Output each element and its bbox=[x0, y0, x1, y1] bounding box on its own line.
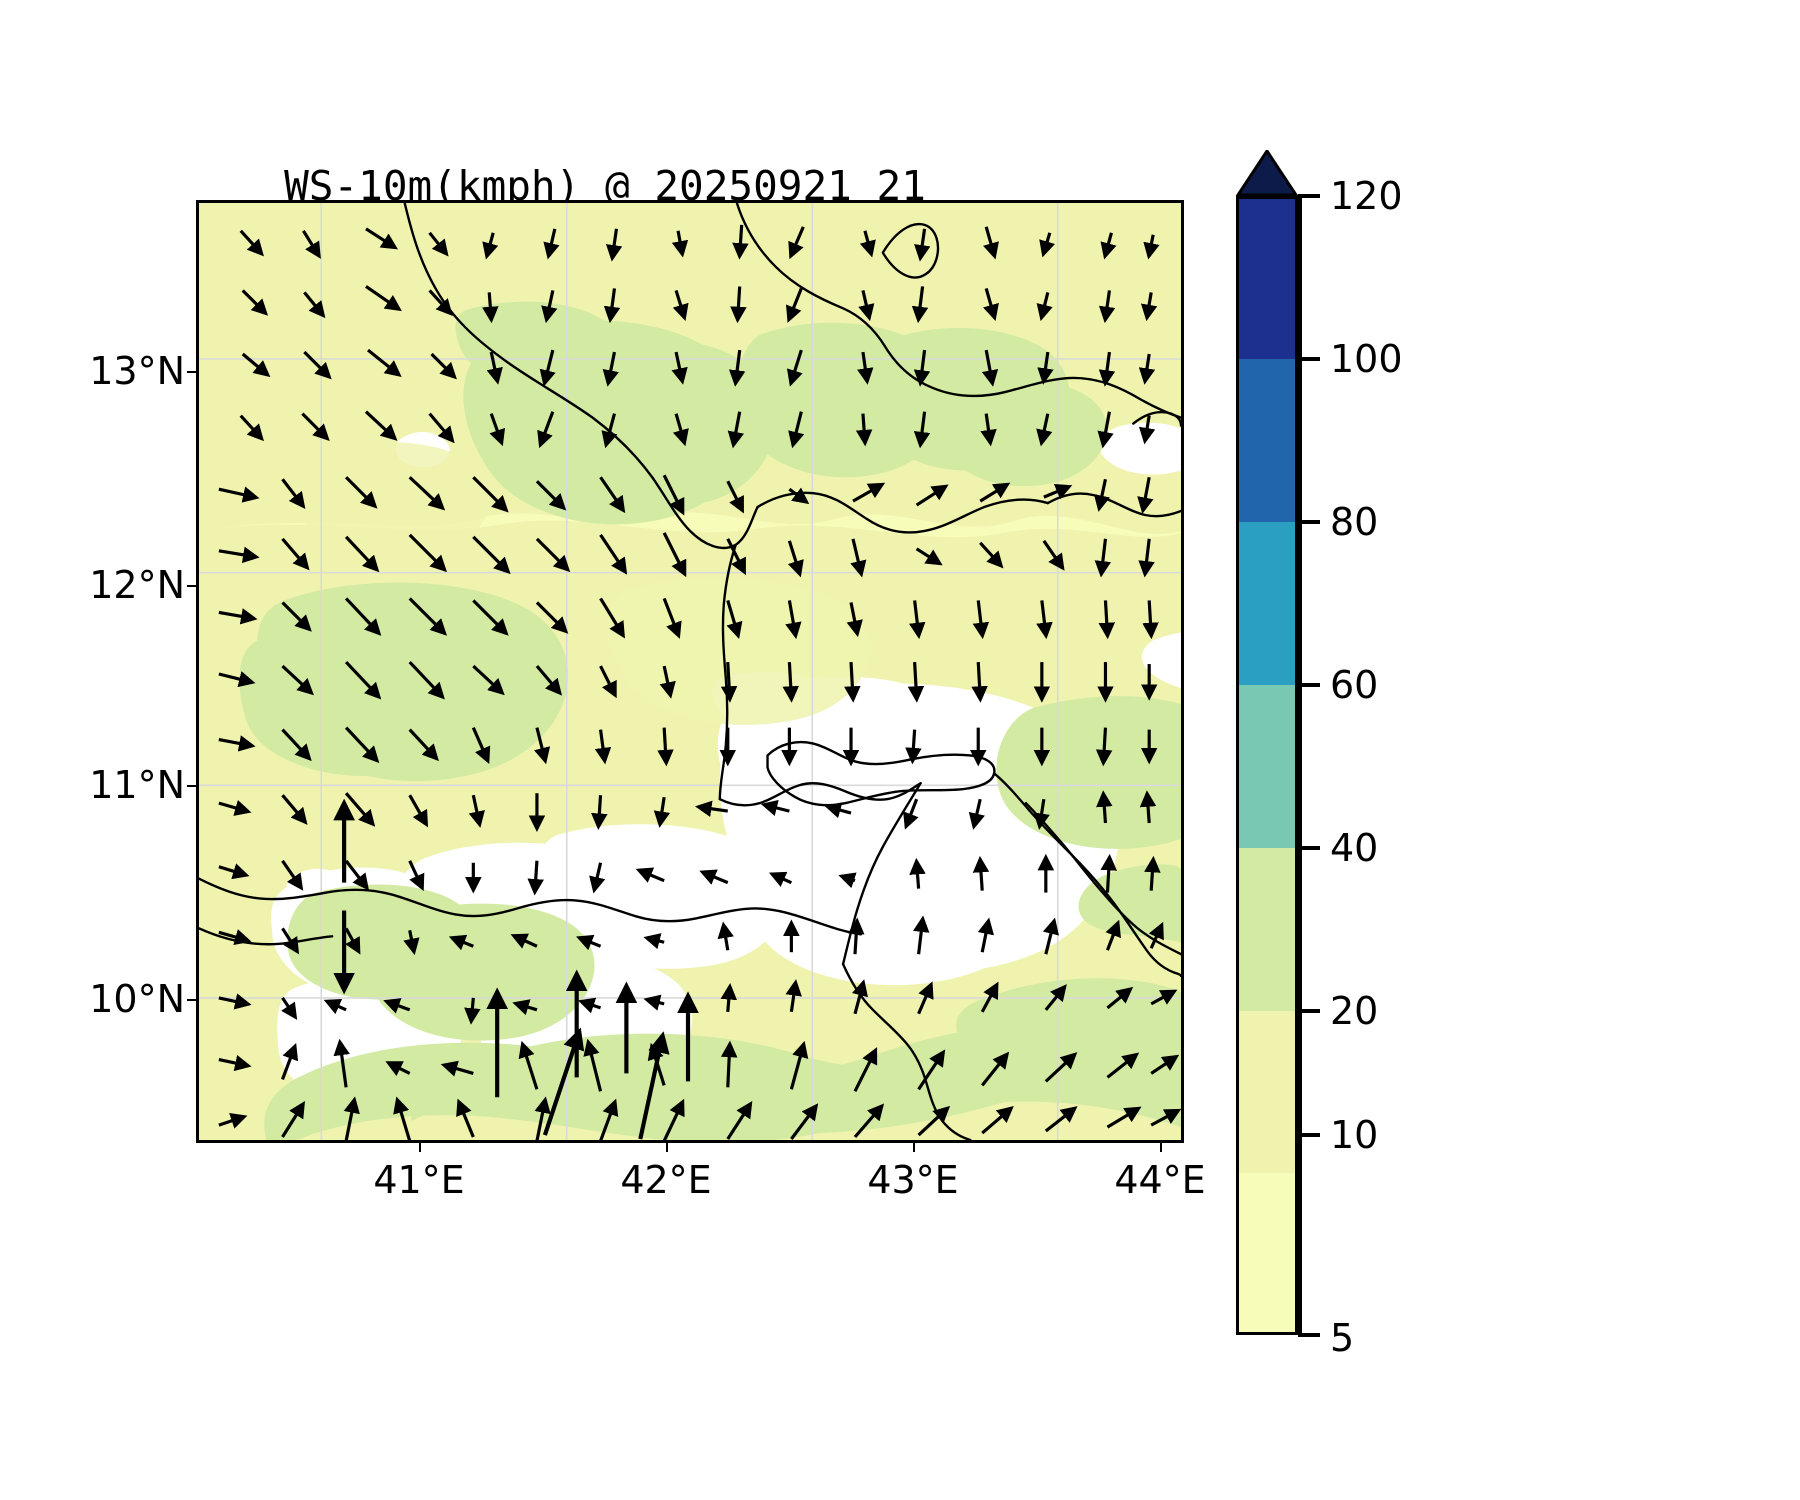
xtick-mark-44E bbox=[1160, 1143, 1162, 1152]
ytick-mark-10N bbox=[187, 999, 196, 1001]
ytick-label-13N: 13°N bbox=[89, 349, 185, 393]
ytick-mark-11N bbox=[187, 785, 196, 787]
colorbar-axis-line bbox=[1298, 196, 1302, 1335]
xtick-mark-41E bbox=[419, 1143, 421, 1152]
colorbar-extend-arrow-icon bbox=[1236, 150, 1298, 196]
colorbar-label-20: 20 bbox=[1330, 989, 1379, 1033]
map-plot-area[interactable] bbox=[196, 200, 1184, 1143]
colorbar-label-5: 5 bbox=[1330, 1316, 1355, 1360]
wind-vector-field bbox=[218, 224, 1181, 1140]
colorbar-band-100-120 bbox=[1236, 196, 1298, 359]
colorbar-band-5-10 bbox=[1236, 1173, 1298, 1335]
xtick-label-41E: 41°E bbox=[373, 1158, 465, 1202]
colorbar-tick-100 bbox=[1298, 357, 1320, 361]
xtick-mark-43E bbox=[913, 1143, 915, 1152]
colorbar-tick-80 bbox=[1298, 520, 1320, 524]
colorbar-label-60: 60 bbox=[1330, 663, 1379, 707]
xtick-label-42E: 42°E bbox=[620, 1158, 712, 1202]
ytick-label-11N: 11°N bbox=[89, 763, 185, 807]
colorbar-tick-5 bbox=[1298, 1333, 1320, 1337]
colorbar-tick-120 bbox=[1298, 194, 1320, 198]
colorbar-tick-20 bbox=[1298, 1009, 1320, 1013]
colorbar[interactable] bbox=[1236, 150, 1298, 1335]
colorbar-band-20-40 bbox=[1236, 848, 1298, 1011]
ytick-mark-13N bbox=[187, 371, 196, 373]
ytick-label-10N: 10°N bbox=[89, 977, 185, 1021]
colorbar-label-80: 80 bbox=[1330, 500, 1379, 544]
colorbar-band-10-20 bbox=[1236, 1011, 1298, 1173]
colorbar-label-120: 120 bbox=[1330, 174, 1403, 218]
colorbar-band-40-60 bbox=[1236, 685, 1298, 848]
ytick-mark-12N bbox=[187, 585, 196, 587]
colorbar-tick-10 bbox=[1298, 1133, 1320, 1137]
xtick-mark-42E bbox=[666, 1143, 668, 1152]
colorbar-label-100: 100 bbox=[1330, 337, 1403, 381]
xtick-label-43E: 43°E bbox=[867, 1158, 959, 1202]
xtick-label-44E: 44°E bbox=[1114, 1158, 1206, 1202]
colorbar-tick-40 bbox=[1298, 846, 1320, 850]
colorbar-label-40: 40 bbox=[1330, 826, 1379, 870]
colorbar-band-80-100 bbox=[1236, 359, 1298, 522]
ytick-label-12N: 12°N bbox=[89, 563, 185, 607]
colorbar-label-10: 10 bbox=[1330, 1113, 1379, 1157]
colorbar-tick-60 bbox=[1298, 683, 1320, 687]
colorbar-band-60-80 bbox=[1236, 522, 1298, 685]
